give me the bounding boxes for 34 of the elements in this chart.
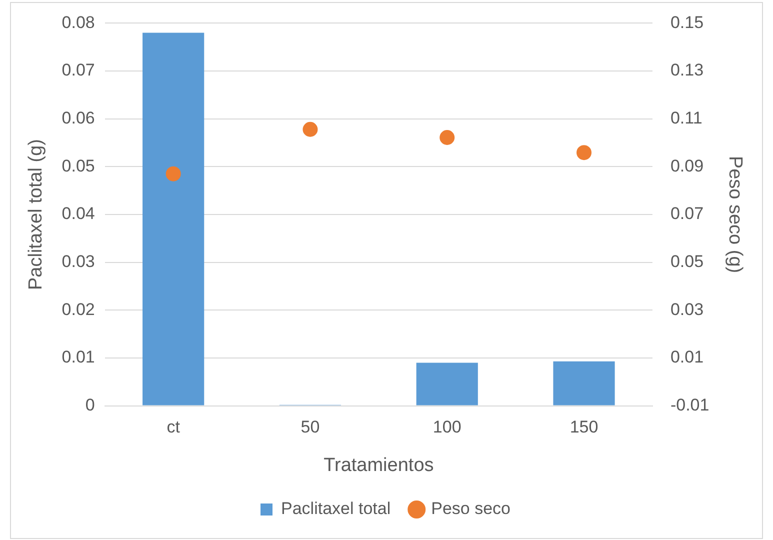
x-tick-label: 150 [570,418,598,437]
bar [142,32,204,406]
y-tick-label: 0.05 [62,156,95,176]
x-tick-label: ct [166,418,180,437]
y2-tick-label: 0.13 [670,60,704,80]
y-tick-label: 0.02 [62,300,95,319]
bar [553,361,615,406]
point [440,130,455,145]
point [302,122,318,137]
y-tick-label: 0.06 [62,108,95,128]
legend-label: Peso seco [431,499,511,518]
point [576,145,592,160]
y2-tick-label: 0.09 [670,156,704,176]
y-tick-label: 0.08 [62,12,95,32]
y-tick-label: 0.07 [62,60,95,80]
bar [416,362,478,406]
x-axis-title: Tratamientos [324,454,434,476]
y2-tick-label: -0.01 [670,395,710,414]
y2-tick-label: 0.15 [670,12,704,32]
y2-tick-label: 0.07 [670,204,704,224]
y-axis-title: Paclitaxel total (g) [26,138,47,290]
x-tick-label: 50 [300,418,320,437]
y-tick-label: 0 [85,395,95,414]
y-tick-label: 0.01 [62,348,95,367]
legend-label: Paclitaxel total [281,499,391,518]
y2-tick-label: 0.05 [670,252,704,272]
y2-tick-label: 0.01 [670,348,704,367]
y2-tick-label: 0.03 [670,300,704,319]
y2-axis-title: Peso seco (g) [724,156,746,274]
y-tick-label: 0.04 [62,204,95,224]
y-tick-label: 0.03 [62,252,95,272]
y2-tick-label: 0.11 [670,108,702,128]
point [166,166,181,182]
x-tick-label: 100 [432,418,462,437]
